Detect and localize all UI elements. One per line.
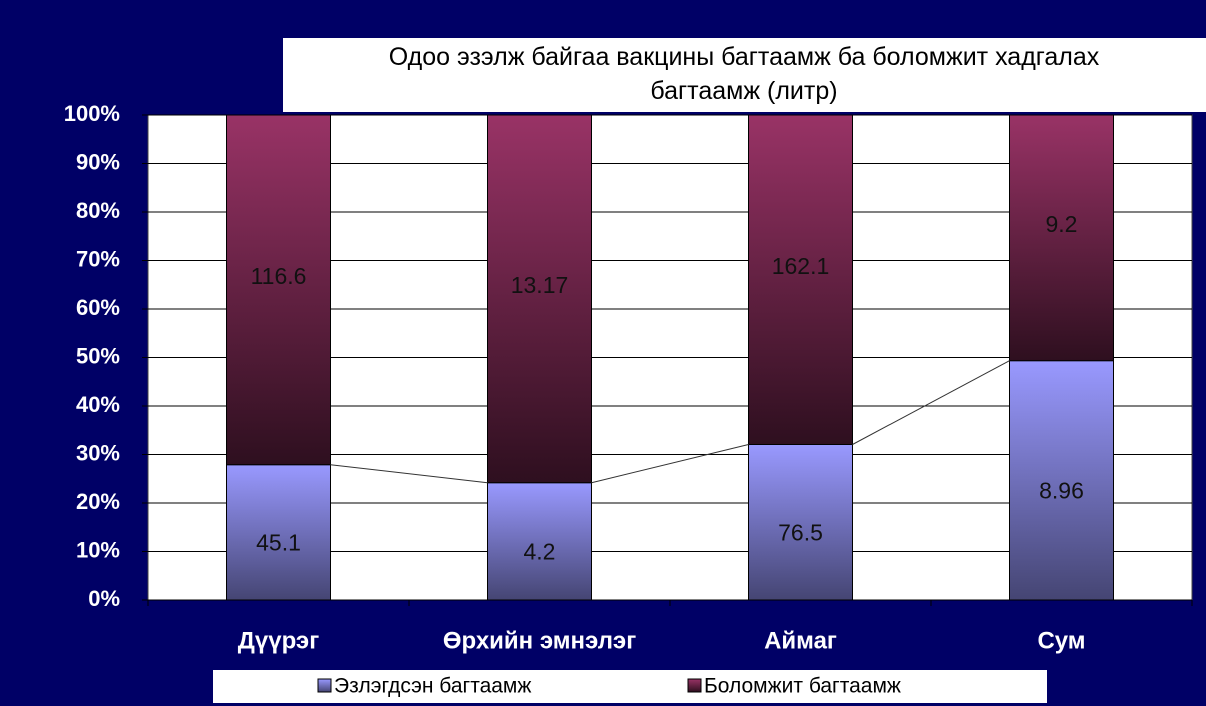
data-label: 45.1 [256,529,301,555]
y-tick-label: 20% [76,489,120,514]
y-tick-label: 70% [76,246,120,271]
bar-segment [226,114,331,466]
data-label: 76.5 [778,519,823,545]
chart-title: Одоо эзэлж байгаа вакцины багтаамж ба бо… [389,43,1100,105]
y-tick-label: 100% [64,101,120,126]
legend-swatch [687,678,702,693]
data-label: 13.17 [511,272,569,298]
series-line [852,360,1010,445]
x-tick-label: Дүүрэг [238,627,319,654]
legend-box [213,670,1047,703]
bar-segment [1009,360,1114,601]
series-line [330,464,488,484]
data-label: 9.2 [1046,211,1078,237]
x-tick-label: Сум [1037,627,1085,654]
bar-segment [1009,114,1114,362]
bar-segment [487,482,592,601]
title-box [283,38,1206,112]
data-label: 4.2 [524,538,556,564]
series-line [591,444,749,484]
y-tick-label: 0% [88,586,120,611]
x-tick-label: Аймаг [764,627,837,654]
y-tick-label: 60% [76,295,120,320]
y-tick-label: 40% [76,392,120,417]
bar-segment [487,114,592,484]
data-label: 162.1 [772,253,830,279]
bar-segment [748,114,853,445]
legend-label: Эзлэгдсэн багтаамж [334,675,531,698]
legend-label: Боломжит багтаамж [704,675,901,698]
legend-swatch [317,678,332,693]
data-label: 116.6 [251,263,307,289]
bar-segment [226,464,331,601]
y-tick-label: 90% [76,149,120,174]
y-tick-label: 10% [76,537,120,562]
y-tick-label: 50% [76,343,120,368]
data-label: 8.96 [1039,477,1084,503]
bar-segment [748,443,853,601]
y-tick-label: 80% [76,198,120,223]
y-tick-label: 30% [76,440,120,465]
x-tick-label: Өрхийн эмнэлэг [443,627,636,654]
